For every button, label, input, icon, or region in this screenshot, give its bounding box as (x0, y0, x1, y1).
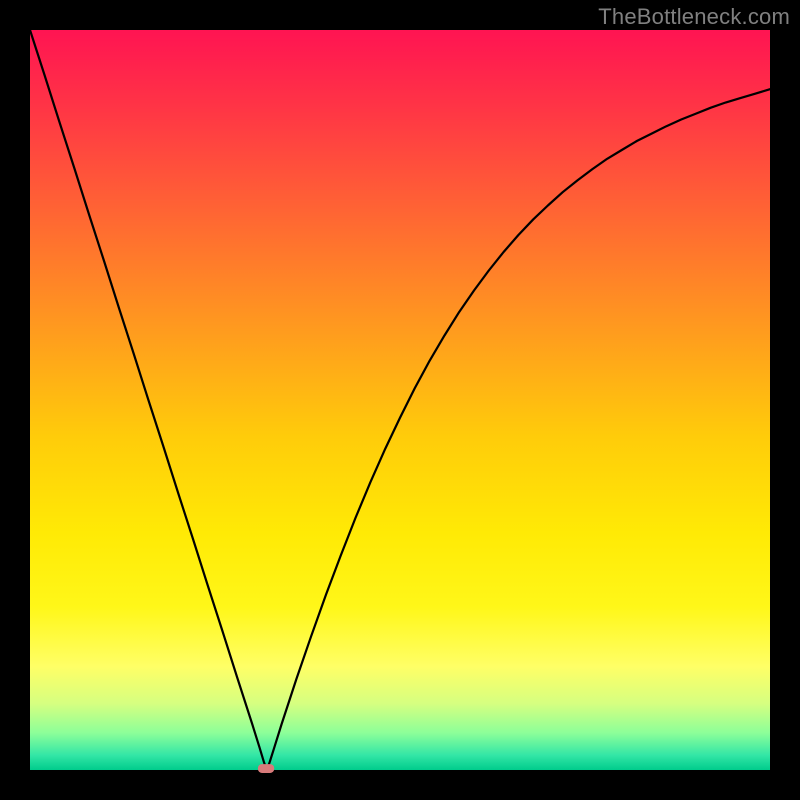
chart-canvas: TheBottleneck.com (0, 0, 800, 800)
bottleneck-plot (0, 0, 800, 800)
watermark-text: TheBottleneck.com (598, 4, 790, 30)
plot-background (30, 30, 770, 770)
optimum-marker (258, 764, 274, 773)
